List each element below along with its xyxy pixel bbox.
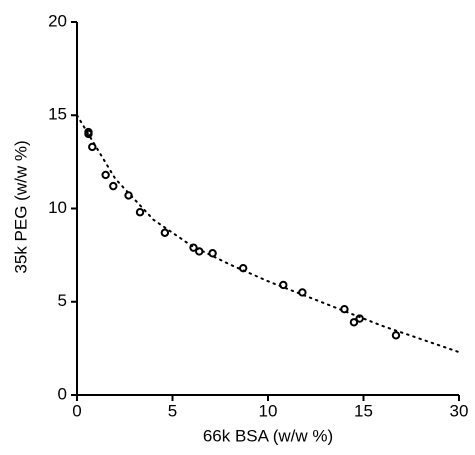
x-tick-label: 10: [259, 401, 278, 420]
data-point: [208, 249, 217, 258]
data-point: [195, 247, 204, 256]
data-point: [160, 228, 170, 237]
data-point: [84, 129, 93, 139]
data-point: [349, 318, 359, 327]
data-point: [355, 314, 364, 323]
x-tick-label: 5: [168, 401, 177, 420]
data-point: [189, 243, 198, 252]
x-tick-label: 15: [354, 401, 373, 420]
data-point: [340, 305, 349, 314]
y-tick-label: 15: [48, 105, 67, 124]
x-axis-label: 66k BSA (w/w %): [203, 426, 333, 445]
y-tick-label: 0: [58, 384, 67, 403]
data-point: [391, 331, 401, 340]
data-point: [124, 191, 133, 200]
data-point: [238, 263, 248, 273]
data-point: [279, 280, 288, 290]
y-tick-label: 5: [58, 291, 67, 310]
y-tick-label: 10: [48, 198, 67, 217]
data-point: [101, 170, 110, 180]
data-point: [135, 208, 145, 217]
x-tick-label: 0: [72, 401, 81, 420]
data-point: [298, 288, 307, 297]
fit-line: [76, 114, 460, 354]
data-point: [109, 181, 118, 191]
x-tick-label: 30: [450, 401, 469, 420]
data-point: [88, 142, 97, 152]
y-tick-label: 20: [48, 11, 67, 30]
y-axis-label: 35k PEG (w/w %): [11, 140, 30, 273]
